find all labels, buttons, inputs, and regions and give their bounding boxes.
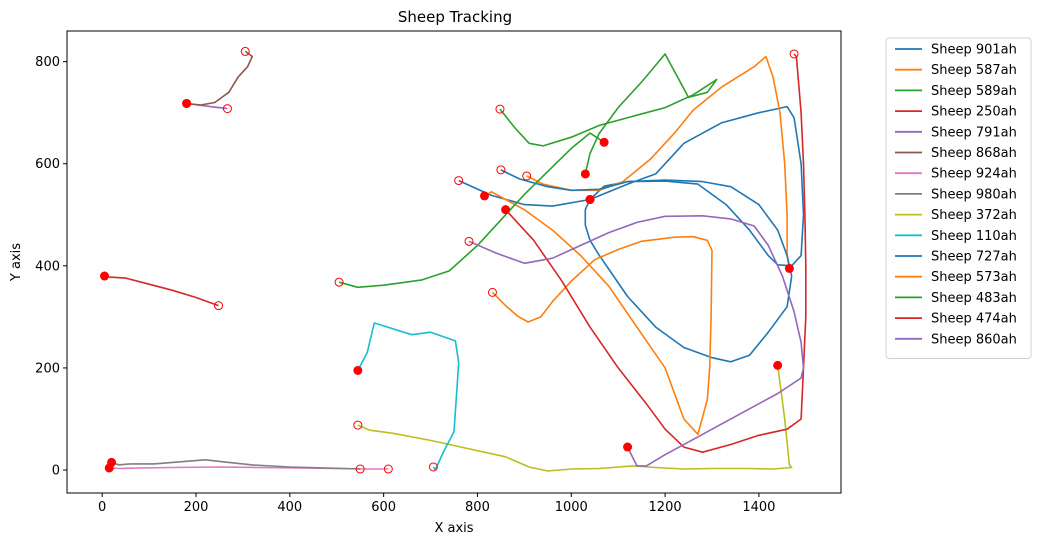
y-axis: 0 200 400 600 800 xyxy=(35,55,67,479)
start-marker-13 xyxy=(789,49,799,59)
start-marker-2 xyxy=(495,104,505,114)
end-marker-8 xyxy=(773,360,783,370)
legend-box xyxy=(885,37,1032,359)
start-marker-0 xyxy=(454,176,464,186)
plot-area xyxy=(100,46,807,474)
plot-frame xyxy=(66,30,842,494)
legend-label-0: Sheep 901ah xyxy=(931,43,1017,58)
series-line-12 xyxy=(338,132,605,289)
end-marker-7 xyxy=(107,457,117,467)
legend-label-3: Sheep 250ah xyxy=(931,105,1017,120)
legend: Sheep 901ah Sheep 587ah Sheep 589ah Sheep 2… xyxy=(885,37,1032,359)
start-marker-7 xyxy=(355,464,365,474)
y-tick-label: 600 xyxy=(35,157,60,172)
legend-label-9: Sheep 110ah xyxy=(931,229,1017,244)
x-tick-label: 0 xyxy=(98,500,106,515)
series-line-2 xyxy=(499,53,718,175)
start-marker-11 xyxy=(487,287,497,297)
legend-label-14: Sheep 860ah xyxy=(931,332,1017,347)
start-marker-4 xyxy=(222,104,232,114)
series-line-14 xyxy=(468,215,805,467)
end-marker-1 xyxy=(784,263,794,273)
series-line-11 xyxy=(484,191,713,436)
x-tick-label: 600 xyxy=(371,500,396,515)
x-tick-label: 1000 xyxy=(555,500,588,515)
end-marker-3 xyxy=(100,271,110,281)
end-marker-13 xyxy=(501,205,511,215)
y-axis-label: Y axis xyxy=(9,243,24,282)
y-tick-label: 800 xyxy=(35,55,60,70)
legend-label-12: Sheep 483ah xyxy=(931,291,1017,306)
end-marker-12 xyxy=(599,137,609,147)
x-tick-label: 800 xyxy=(465,500,490,515)
end-marker-11 xyxy=(479,191,489,201)
end-marker-9 xyxy=(353,365,363,375)
start-marker-10 xyxy=(496,165,506,175)
y-tick-label: 0 xyxy=(52,464,60,479)
legend-label-7: Sheep 980ah xyxy=(931,187,1017,202)
start-marker-12 xyxy=(334,277,344,287)
series-line-0 xyxy=(458,105,805,267)
series-line-3 xyxy=(104,275,219,307)
legend-label-2: Sheep 589ah xyxy=(931,84,1017,99)
start-marker-9 xyxy=(428,462,438,472)
end-marker-14 xyxy=(623,442,633,452)
series-line-7 xyxy=(111,459,361,470)
legend-label-1: Sheep 587ah xyxy=(931,63,1017,78)
legend-label-11: Sheep 573ah xyxy=(931,270,1017,285)
x-tick-label: 200 xyxy=(184,500,209,515)
x-tick-label: 1200 xyxy=(649,500,682,515)
start-marker-14 xyxy=(464,236,474,246)
x-tick-label: 1400 xyxy=(742,500,775,515)
start-marker-8 xyxy=(353,420,363,430)
y-tick-label: 200 xyxy=(35,361,60,376)
start-marker-3 xyxy=(214,301,224,311)
legend-label-6: Sheep 924ah xyxy=(931,167,1017,182)
legend-label-5: Sheep 868ah xyxy=(931,146,1017,161)
series-line-8 xyxy=(357,365,793,472)
x-tick-label: 400 xyxy=(277,500,302,515)
y-tick-label: 400 xyxy=(35,259,60,274)
series-line-13 xyxy=(505,53,807,453)
legend-label-4: Sheep 791ah xyxy=(931,125,1017,140)
legend-label-10: Sheep 727ah xyxy=(931,250,1017,265)
end-marker-5 xyxy=(182,98,192,108)
chart-title: Sheep Tracking xyxy=(398,8,512,26)
start-marker-6 xyxy=(383,464,393,474)
legend-label-13: Sheep 474ah xyxy=(931,312,1017,327)
series-line-1 xyxy=(526,55,791,269)
x-axis: 0 200 400 600 800 1000 1200 1400 xyxy=(98,493,775,515)
start-marker-5 xyxy=(240,46,250,56)
series-line-10 xyxy=(500,169,793,363)
end-marker-10 xyxy=(585,194,595,204)
series-line-5 xyxy=(186,50,254,106)
end-marker-2 xyxy=(580,169,590,179)
legend-label-8: Sheep 372ah xyxy=(931,208,1017,223)
start-marker-1 xyxy=(522,171,532,181)
x-axis-label: X axis xyxy=(434,521,473,536)
series-line-9 xyxy=(357,322,460,471)
